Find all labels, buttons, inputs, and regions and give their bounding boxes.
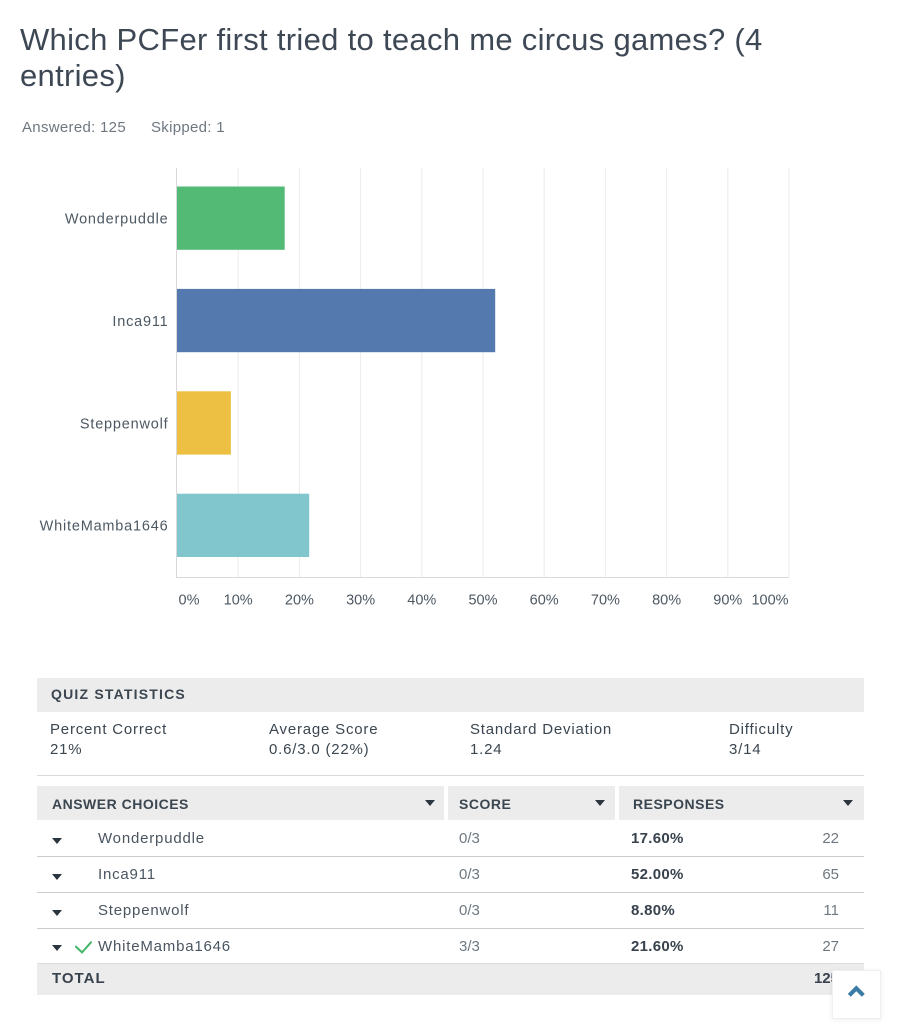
svg-text:80%: 80% — [652, 593, 681, 609]
svg-text:100%: 100% — [751, 593, 788, 609]
svg-text:40%: 40% — [407, 593, 436, 609]
svg-text:60%: 60% — [530, 593, 559, 609]
svg-text:Steppenwolf: Steppenwolf — [80, 416, 169, 432]
svg-text:30%: 30% — [346, 593, 375, 609]
svg-text:20%: 20% — [285, 593, 314, 609]
svg-text:70%: 70% — [591, 593, 620, 609]
svg-text:10%: 10% — [224, 593, 253, 609]
svg-text:90%: 90% — [713, 593, 742, 609]
svg-text:Wonderpuddle: Wonderpuddle — [65, 212, 169, 228]
svg-text:50%: 50% — [468, 593, 497, 609]
svg-text:Inca911: Inca911 — [112, 314, 168, 330]
svg-text:0%: 0% — [179, 593, 200, 609]
svg-text:WhiteMamba1646: WhiteMamba1646 — [40, 519, 169, 535]
